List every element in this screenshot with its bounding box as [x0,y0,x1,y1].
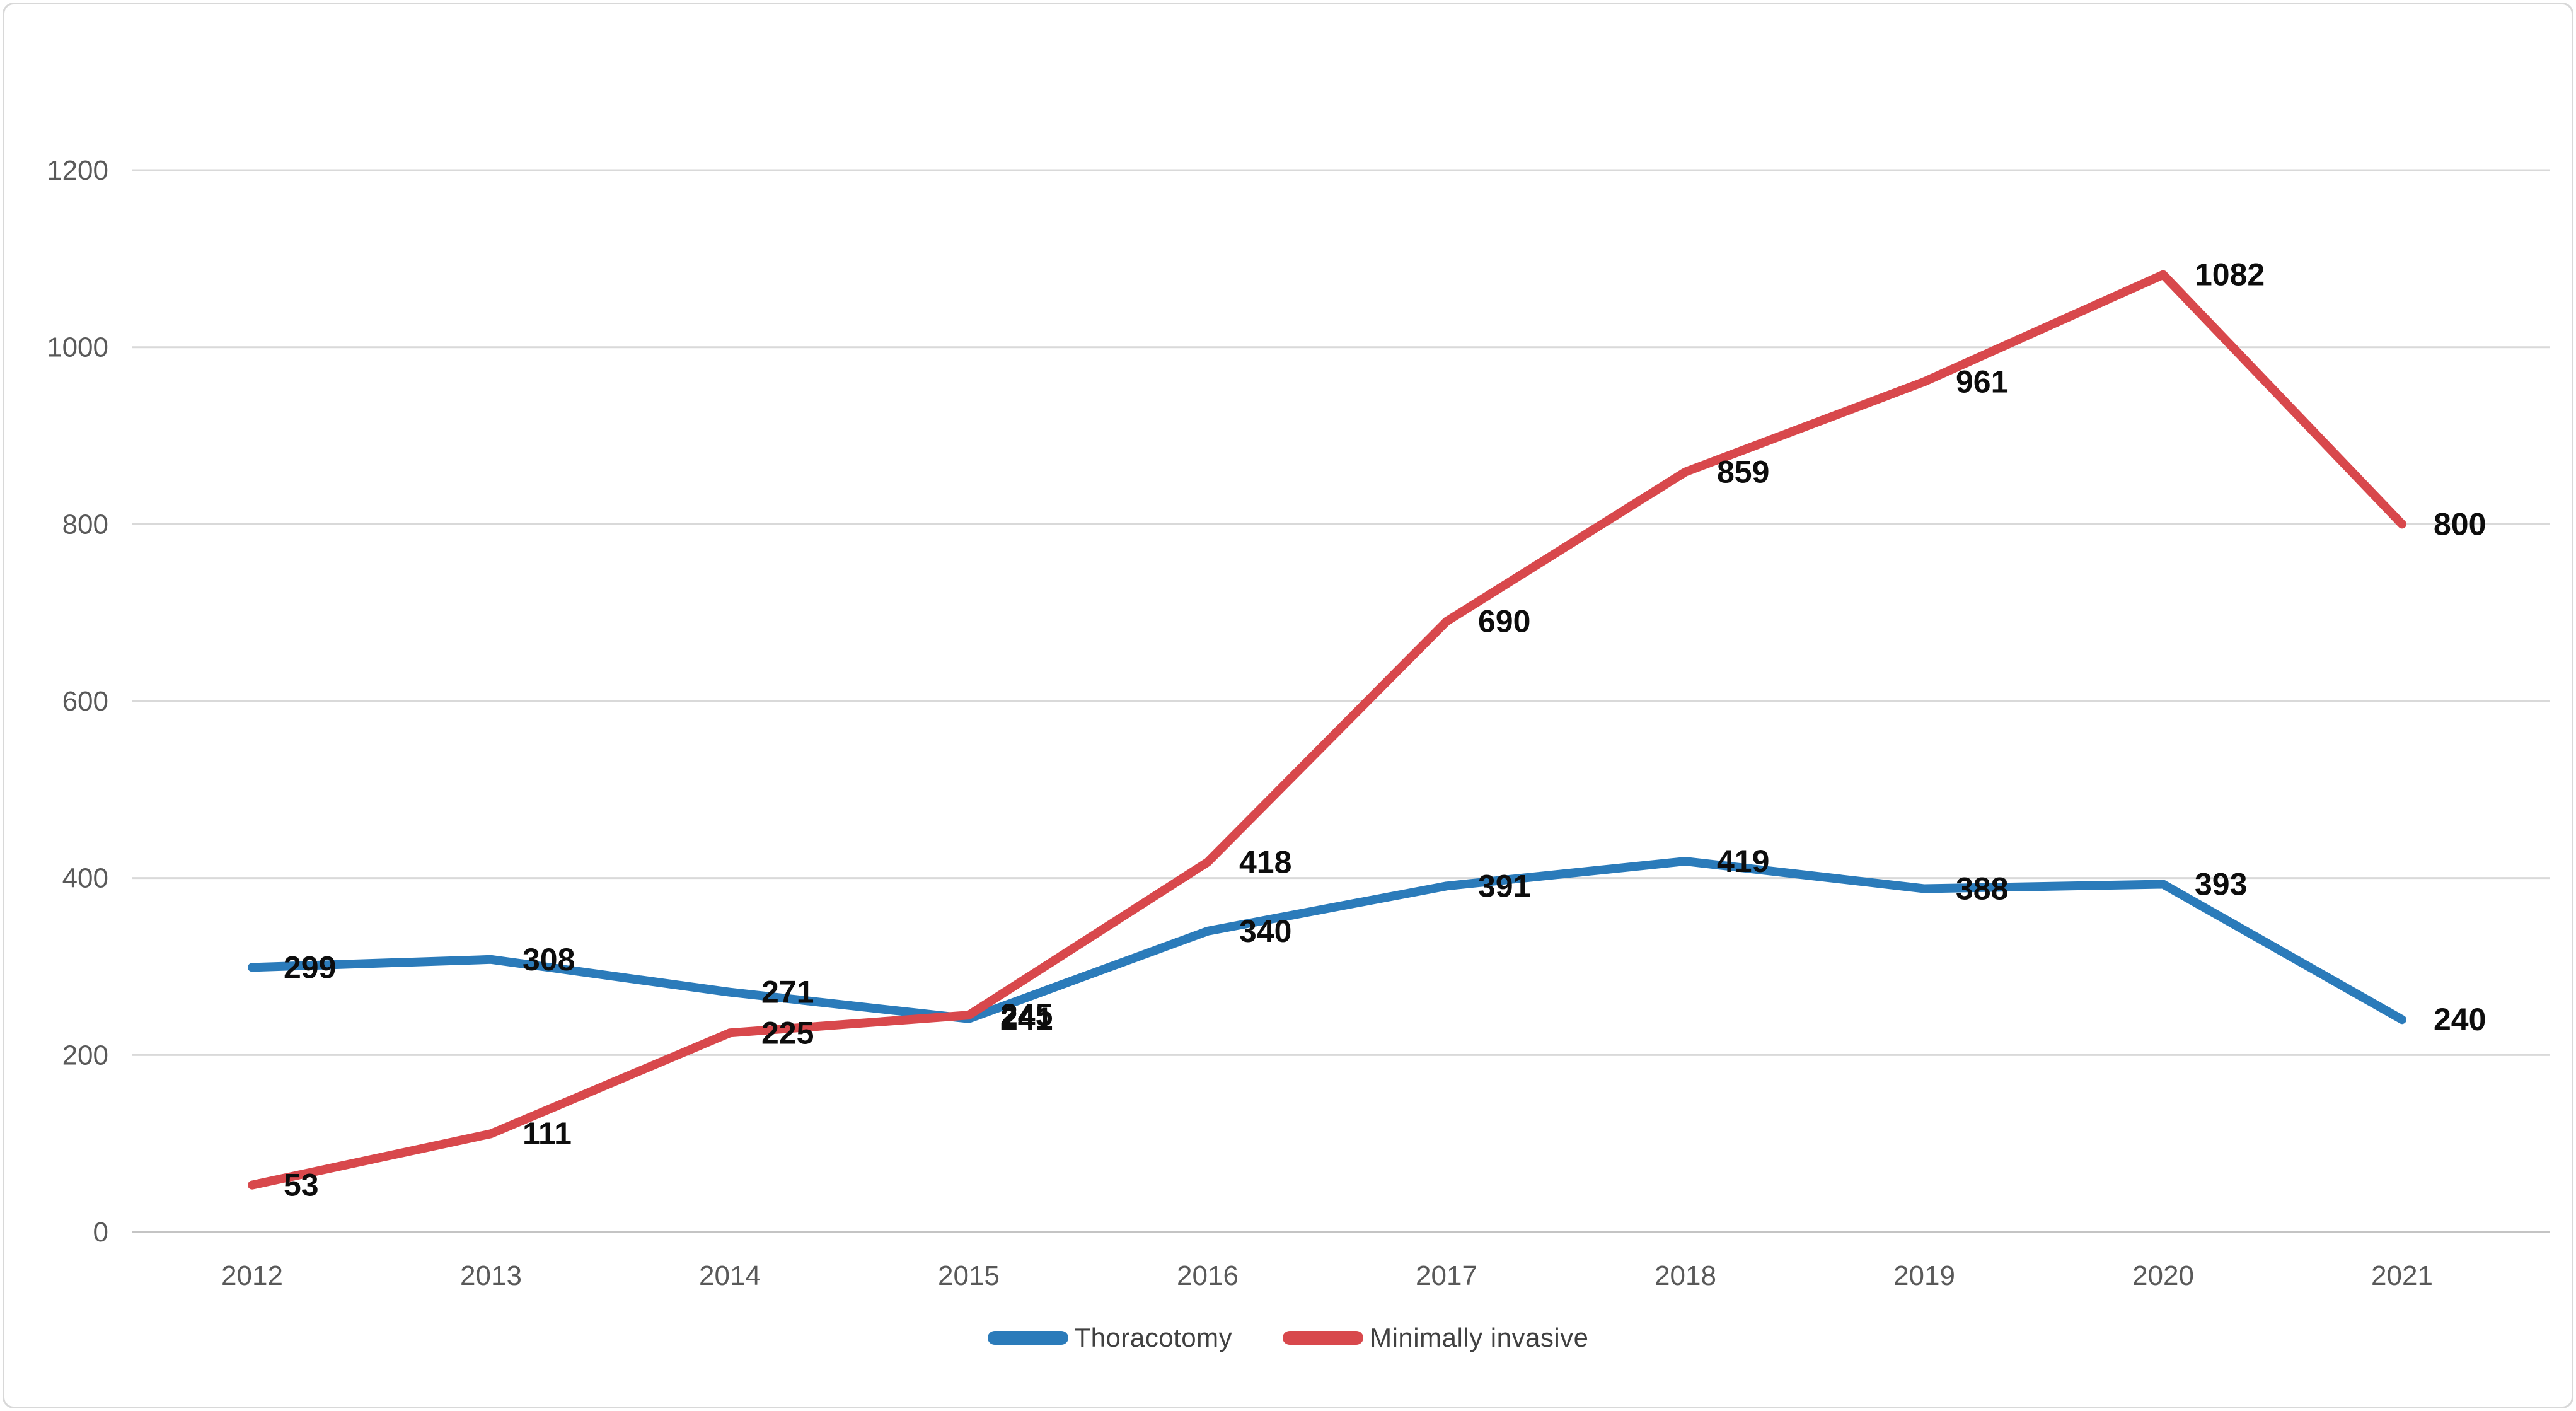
legend-label-thoracotomy: Thoracotomy [1074,1323,1233,1352]
data-label: 225 [761,1015,814,1050]
x-axis-tick-label: 2013 [460,1260,522,1291]
x-axis-tick-label: 2017 [1416,1260,1477,1291]
data-label: 111 [523,1116,572,1151]
data-label: 53 [284,1168,319,1203]
y-axis-tick-label: 200 [62,1040,108,1071]
series-line-1 [248,270,2406,1190]
data-label: 241 [1000,1001,1053,1036]
data-label: 800 [2434,506,2486,542]
x-axis-tick-label: 2019 [1893,1260,1955,1291]
y-axis-tick-label: 400 [62,863,108,894]
x-axis-tick-label: 2014 [699,1260,761,1291]
legend-item-thoracotomy: Thoracotomy [987,1323,1232,1353]
data-label: 391 [1478,868,1530,903]
data-label: 340 [1239,914,1291,949]
data-label: 271 [761,975,814,1010]
legend: Thoracotomy Minimally invasive [987,1323,1588,1353]
data-label: 388 [1956,871,2008,907]
legend-label-minimally-invasive: Minimally invasive [1370,1323,1589,1352]
data-label: 961 [1956,364,2008,399]
y-axis-tick-label: 0 [93,1217,108,1248]
data-label: 690 [1478,604,1530,639]
data-label: 859 [1717,455,1769,490]
y-axis-tick-label: 600 [62,686,108,717]
data-label: 299 [284,949,336,985]
x-axis-tick-label: 2021 [2371,1260,2433,1291]
x-axis-tick-label: 2018 [1655,1260,1716,1291]
legend-swatch-minimally-invasive-line [1283,1331,1364,1345]
x-axis-tick-label: 2016 [1177,1260,1239,1291]
data-label: 308 [523,942,575,977]
x-axis-tick-label: 2020 [2132,1260,2194,1291]
data-label: 1082 [2195,257,2265,293]
data-label: 245 [1000,997,1053,1033]
data-label: 418 [1239,844,1291,880]
data-label: 240 [2434,1002,2486,1037]
y-axis-tick-label: 800 [62,509,108,540]
x-axis-tick-label: 2015 [938,1260,1000,1291]
y-axis-tick-label: 1200 [47,155,108,186]
legend-item-minimally-invasive: Minimally invasive [1283,1323,1588,1353]
series-line-0 [248,857,2406,1025]
x-axis-tick-label: 2012 [221,1260,283,1291]
data-label: 419 [1717,844,1769,879]
y-axis-tick-label: 1000 [47,332,108,363]
legend-swatch-thoracotomy-line [987,1331,1068,1345]
data-label: 393 [2195,867,2247,902]
